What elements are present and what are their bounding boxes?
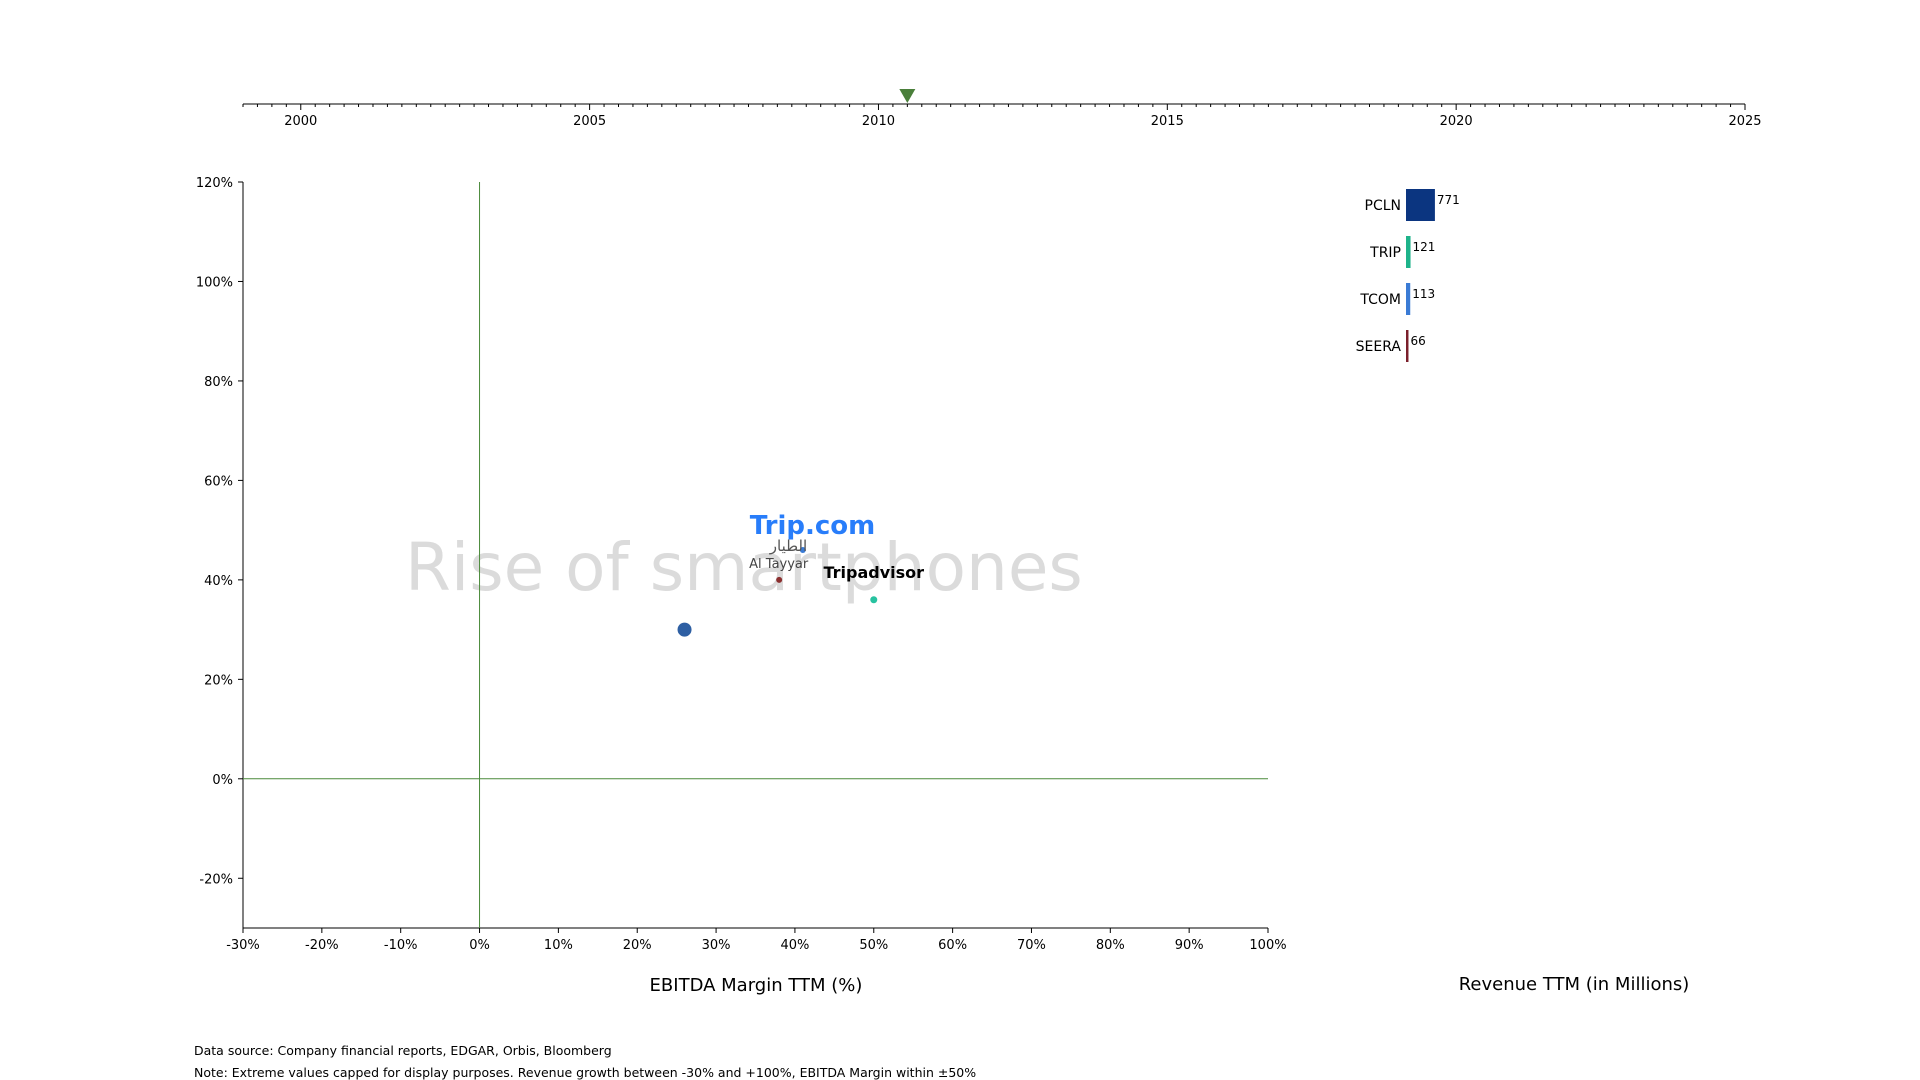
display-cap-note: Note: Extreme values capped for display … [194,1065,977,1080]
y-tick-label: 60% [204,474,233,489]
y-tick-label: 80% [204,375,233,390]
timeline-tick-label: 2020 [1440,114,1473,129]
x-tick-label: 70% [1017,938,1046,953]
scatter-point-pcln [677,622,692,637]
x-tick-label: 0% [469,938,490,953]
x-tick-label: 50% [859,938,888,953]
x-tick-label: -10% [384,938,418,953]
y-tick-label: 120% [196,176,233,191]
timeline-tick-label: 2025 [1728,114,1761,129]
y-tick-label: -20% [199,872,233,887]
altayyar-logo-arabic: الطيار [769,537,807,555]
bar-category-label: PCLN [1365,198,1402,214]
bar-value-label: 66 [1410,334,1425,348]
timeline-current-year-marker [899,89,916,103]
timeline-tick-label: 2000 [284,114,317,129]
annotation-watermark: Rise of smartphones [405,529,1083,606]
y-tick-label: 20% [204,673,233,688]
timeline-tick-label: 2010 [862,114,895,129]
y-tick-label: 100% [196,275,233,290]
x-tick-label: 40% [780,938,809,953]
bar-tcom [1406,283,1411,315]
x-tick-label: 80% [1096,938,1125,953]
tripcom-logo: Trip.com [750,511,875,541]
x-tick-label: 100% [1249,938,1286,953]
timeline-tick-label: 2005 [573,114,606,129]
timeline-tick-label: 2015 [1151,114,1184,129]
scatter-x-axis-title: EBITDA Margin TTM (%) [650,975,863,996]
x-tick-label: 20% [623,938,652,953]
scatter-plot: Rise of smartphones -30% -20% -10% 0% 10% 20%… [196,176,1287,953]
scatter-point-tcom [799,547,806,554]
data-source-note: Data source: Company financial reports, … [194,1043,612,1058]
x-tick-label: 90% [1175,938,1204,953]
bar-pcln [1406,189,1435,221]
tripadvisor-logo: Tripadvisor [823,563,924,582]
bar-seera [1406,330,1409,362]
bar-category-label: SEERA [1356,339,1402,355]
scatter-point-seera [776,576,783,583]
scatter-point-trip [870,596,878,604]
y-tick-label: 40% [204,574,233,589]
bar-value-label: 113 [1412,287,1435,301]
x-tick-label: 60% [938,938,967,953]
bar-category-label: TCOM [1359,292,1401,308]
x-tick-label: 10% [544,938,573,953]
x-tick-label: -20% [305,938,339,953]
bar-x-axis-title: Revenue TTM (in Millions) [1459,974,1690,995]
bar-category-label: TRIP [1369,245,1401,261]
bar-trip [1406,236,1411,268]
y-tick-label: 0% [212,773,233,788]
revenue-bar-chart: PCLN 771 TRIP 121 TCOM 113 SEERA 66 [1356,189,1460,362]
bar-value-label: 121 [1413,240,1436,254]
x-tick-label: -30% [226,938,260,953]
x-tick-label: 30% [702,938,731,953]
bar-value-label: 771 [1437,193,1460,207]
altayyar-logo: Al Tayyar [749,557,809,572]
timeline: 2000 2005 2010 2015 2020 2025 [242,89,1762,129]
